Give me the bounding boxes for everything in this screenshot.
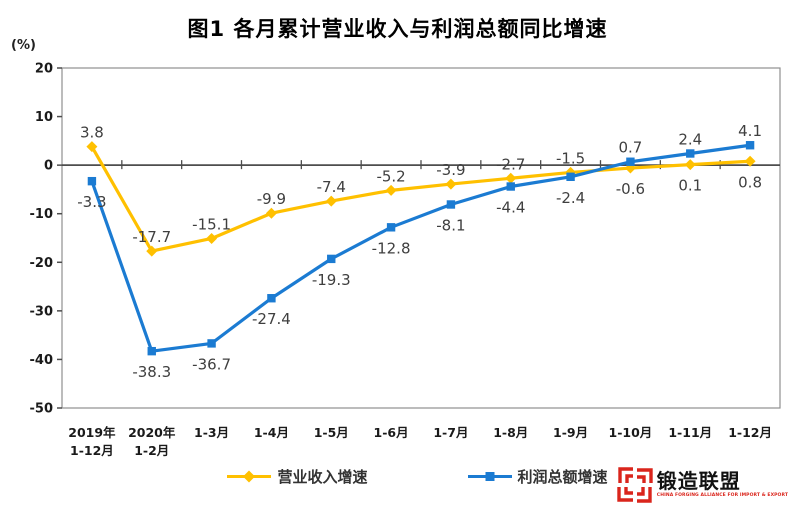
data-point-label: -12.8 (372, 239, 411, 257)
legend: 营业收入增速 利润总额增速 (40, 466, 795, 487)
x-tick-label: 1-10月 (609, 425, 653, 440)
x-tick-label: 1-6月 (374, 425, 409, 440)
data-point-label: 0.8 (738, 173, 762, 191)
logo-subtitle: CHINA FORGING ALLIANCE FOR IMPORT & EXPO… (656, 493, 788, 499)
data-point-marker (505, 172, 517, 184)
data-point-marker (385, 184, 397, 196)
data-point-label: -38.3 (132, 363, 171, 381)
x-tick-label: 1-11月 (668, 425, 712, 440)
y-tick-label: -20 (30, 256, 54, 271)
plot-area: 20 10 0 -10 -20 -30 -40 -50 3.8 -17.7 -15.1 -9.9 -7.… (30, 62, 781, 458)
x-tick-label: 1-7月 (433, 425, 468, 440)
data-point-marker (684, 159, 696, 171)
logo: 锻造联盟 CHINA FORGING ALLIANCE FOR IMPORT &… (616, 466, 788, 504)
data-point-marker (386, 223, 396, 232)
y-tick-label: -10 (30, 207, 54, 222)
series-line-0 (90, 145, 752, 253)
data-point-label: -7.4 (317, 178, 346, 196)
data-point-marker (745, 141, 755, 150)
data-point-label: -3.9 (436, 161, 465, 179)
data-point-label: -27.4 (252, 310, 291, 328)
data-point-label: -17.7 (132, 228, 171, 246)
data-point-label: -5.2 (376, 167, 405, 185)
data-point-label: -2.7 (496, 155, 525, 173)
legend-label-revenue: 营业收入增速 (277, 468, 368, 486)
data-point-marker (147, 346, 156, 356)
data-point-label: -9.9 (257, 190, 286, 208)
data-point-marker (686, 149, 695, 158)
profit-series-line-square-icon (467, 472, 512, 481)
data-point-marker (86, 141, 98, 153)
data-point-label: 4.1 (738, 122, 762, 140)
data-point-label: -2.4 (556, 189, 585, 207)
legend-item-profit: 利润总额增速 (467, 466, 608, 487)
y-tick-label: 20 (35, 62, 53, 77)
revenue-series-line-diamond-icon (227, 470, 272, 483)
data-point-marker (206, 232, 218, 244)
y-tick-label: 0 (44, 159, 53, 174)
series-line-1 (90, 143, 752, 353)
data-point-label: -4.4 (496, 199, 525, 217)
data-point-marker (265, 207, 277, 219)
y-axis-unit-label: (%) (11, 38, 36, 53)
data-point-label: -1.5 (556, 149, 585, 167)
x-tick-label: 1-4月 (254, 425, 289, 440)
x-tick-label: 1-3月 (194, 425, 229, 440)
x-tick-label: 1-9月 (553, 425, 588, 440)
x-tick-label: 1-5月 (314, 425, 349, 440)
x-tick-label: 2020年 1-2月 (128, 425, 176, 458)
x-tick-label: 1-8月 (493, 425, 528, 440)
data-point-marker (744, 155, 756, 167)
data-point-label: -36.7 (192, 355, 231, 373)
logo-title: 锻造联盟 (656, 469, 741, 494)
data-point-marker (566, 172, 575, 181)
data-point-label: -8.1 (436, 216, 465, 234)
y-tick-label: 10 (35, 110, 53, 125)
data-point-label: -0.6 (616, 180, 645, 198)
forging-alliance-seal-icon (617, 467, 653, 503)
data-point-label: 0.7 (618, 139, 642, 157)
y-tick-label: -40 (30, 353, 54, 368)
data-point-marker (506, 182, 515, 191)
plot-frame (61, 67, 781, 409)
data-point-marker (327, 254, 336, 264)
data-point-marker (87, 176, 97, 186)
legend-item-revenue: 营业收入增速 (227, 466, 368, 487)
data-point-marker (325, 195, 337, 207)
data-point-label: -3.3 (77, 193, 106, 211)
data-point-label: 3.8 (80, 124, 104, 142)
data-point-marker (207, 339, 216, 348)
data-point-marker (267, 294, 276, 303)
data-point-marker (146, 245, 158, 257)
data-point-label: 2.4 (678, 130, 702, 148)
x-tick-label: 1-12月 (728, 425, 772, 440)
data-point-marker (445, 178, 457, 190)
data-point-label: -15.1 (192, 215, 231, 233)
data-point-label: 0.1 (678, 177, 702, 195)
legend-label-profit: 利润总额增速 (517, 468, 608, 486)
data-point-label: -19.3 (312, 271, 351, 289)
x-tick-label: 2019年 1-12月 (68, 425, 116, 458)
data-point-marker (446, 200, 456, 209)
chart-title: 图1 各月累计营业收入与利润总额同比增速 (187, 17, 608, 41)
y-tick-label: -30 (30, 304, 54, 319)
y-tick-label: -50 (30, 402, 54, 417)
data-point-marker (626, 157, 635, 166)
